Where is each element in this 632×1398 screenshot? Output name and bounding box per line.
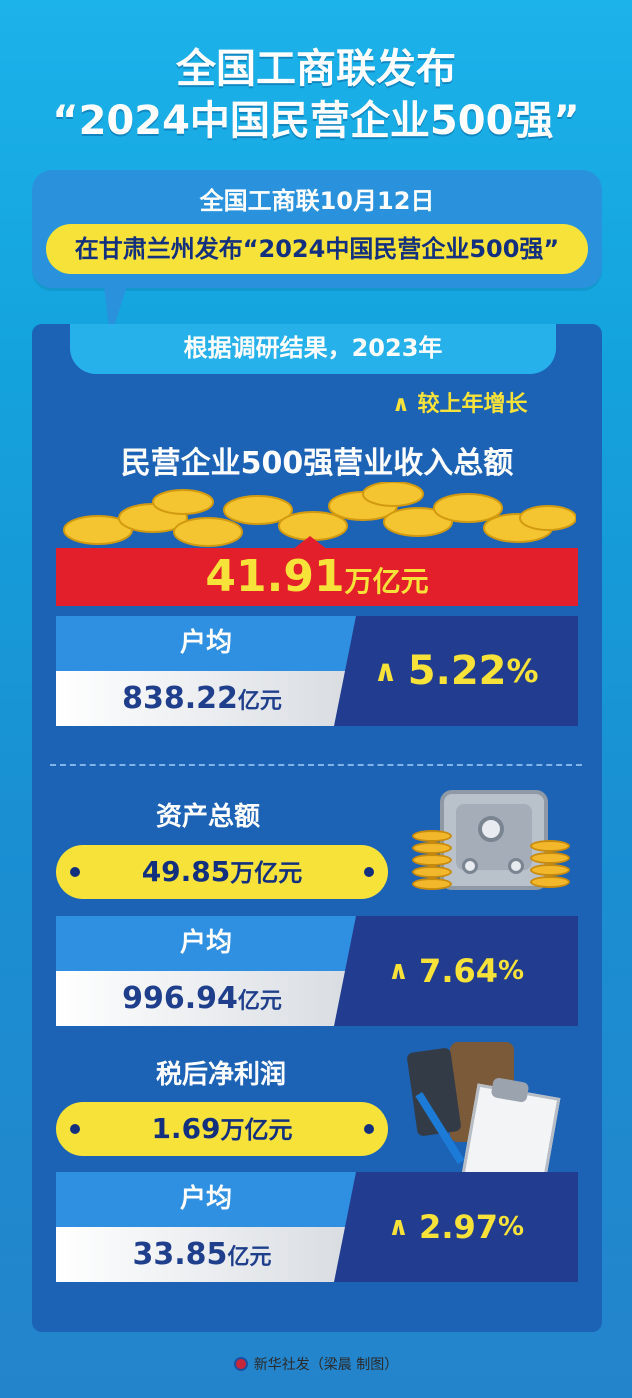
page-title-line2: “2024中国民营企业500强” [52, 98, 580, 144]
profit-growth-unit: % [498, 1212, 525, 1242]
revenue-growth-box: ∧ 5.22% [334, 616, 578, 726]
up-arrow-icon: ∧ [387, 1212, 410, 1242]
gold-coins-illustration [63, 482, 576, 547]
profit-avg-unit: 亿元 [227, 1245, 272, 1270]
footer-credit: 新华社发（梁晨 制图） [0, 1354, 632, 1374]
coin-stack-icon [412, 830, 456, 910]
assets-growth-value: 7.64 [419, 952, 498, 990]
intro-announcement-text: 在甘肃兰州发布“2024中国民营企业500强” [46, 224, 588, 274]
revenue-avg-label: 户均 [56, 616, 356, 671]
up-arrow-icon: ∧ [387, 956, 410, 986]
profit-total-pill: 1.69万亿元 [56, 1102, 388, 1156]
profit-heading: 税后净利润 [156, 1060, 287, 1090]
coin-stack-icon [530, 840, 574, 910]
assets-growth-box: ∧ 7.64% [334, 916, 578, 1026]
revenue-average-row: 户均 838.22亿元 ∧ 5.22% [56, 616, 578, 726]
revenue-growth-value: 5.22 [407, 648, 507, 694]
pill-dot-icon [70, 867, 80, 877]
assets-total-pill: 49.85万亿元 [56, 845, 388, 899]
assets-avg-value: 996.94 [122, 981, 238, 1016]
profit-average-row: 户均 33.85亿元 ∧ 2.97% [56, 1172, 578, 1282]
red-bar-notch [292, 536, 328, 550]
assets-growth-unit: % [498, 956, 525, 986]
revenue-total-unit: 万亿元 [344, 565, 429, 598]
assets-total-value: 49.85 [141, 855, 231, 888]
growth-legend: ∧ 较上年增长 [392, 386, 528, 418]
safe-icon [440, 790, 548, 890]
assets-avg-value-box: 996.94亿元 [56, 971, 348, 1026]
assets-average-row: 户均 996.94亿元 ∧ 7.64% [56, 916, 578, 1026]
revenue-avg-value-box: 838.22亿元 [56, 671, 348, 726]
revenue-avg-value: 838.22 [122, 681, 238, 716]
revenue-avg-unit: 亿元 [237, 689, 282, 714]
profit-avg-label: 户均 [56, 1172, 356, 1227]
up-arrow-icon: ∧ [392, 392, 410, 417]
assets-total-unit: 万亿元 [230, 859, 303, 887]
profit-total-value: 1.69 [151, 1112, 221, 1145]
intro-date-text: 全国工商联10月12日 [199, 187, 435, 215]
pill-dot-icon [364, 867, 374, 877]
page-title-line1: 全国工商联发布 [176, 46, 456, 92]
profit-avg-value-box: 33.85亿元 [56, 1227, 348, 1282]
footer-agency: 新华社发 [253, 1357, 310, 1373]
profit-growth-value: 2.97 [419, 1208, 498, 1246]
pill-dot-icon [70, 1124, 80, 1134]
revenue-total-value: 41.91 [205, 551, 345, 602]
revenue-total-bar: 41.91万亿元 [56, 548, 578, 606]
profit-total-unit: 万亿元 [220, 1116, 293, 1144]
assets-heading: 资产总额 [156, 802, 261, 832]
xinhua-logo-icon [233, 1357, 248, 1371]
section-divider [50, 764, 582, 766]
revenue-growth-unit: % [506, 652, 539, 690]
up-arrow-icon: ∧ [373, 653, 398, 689]
profit-growth-box: ∧ 2.97% [334, 1172, 578, 1282]
assets-avg-label: 户均 [56, 916, 356, 971]
footer-credit-text: （梁晨 制图） [309, 1357, 399, 1373]
pill-dot-icon [364, 1124, 374, 1134]
revenue-heading: 民营企业500强营业收入总额 [120, 446, 514, 481]
survey-subtitle: 根据调研结果，2023年 [70, 324, 556, 374]
growth-legend-label: 较上年增长 [417, 392, 528, 417]
assets-avg-unit: 亿元 [237, 989, 282, 1014]
profit-avg-value: 33.85 [132, 1237, 228, 1272]
